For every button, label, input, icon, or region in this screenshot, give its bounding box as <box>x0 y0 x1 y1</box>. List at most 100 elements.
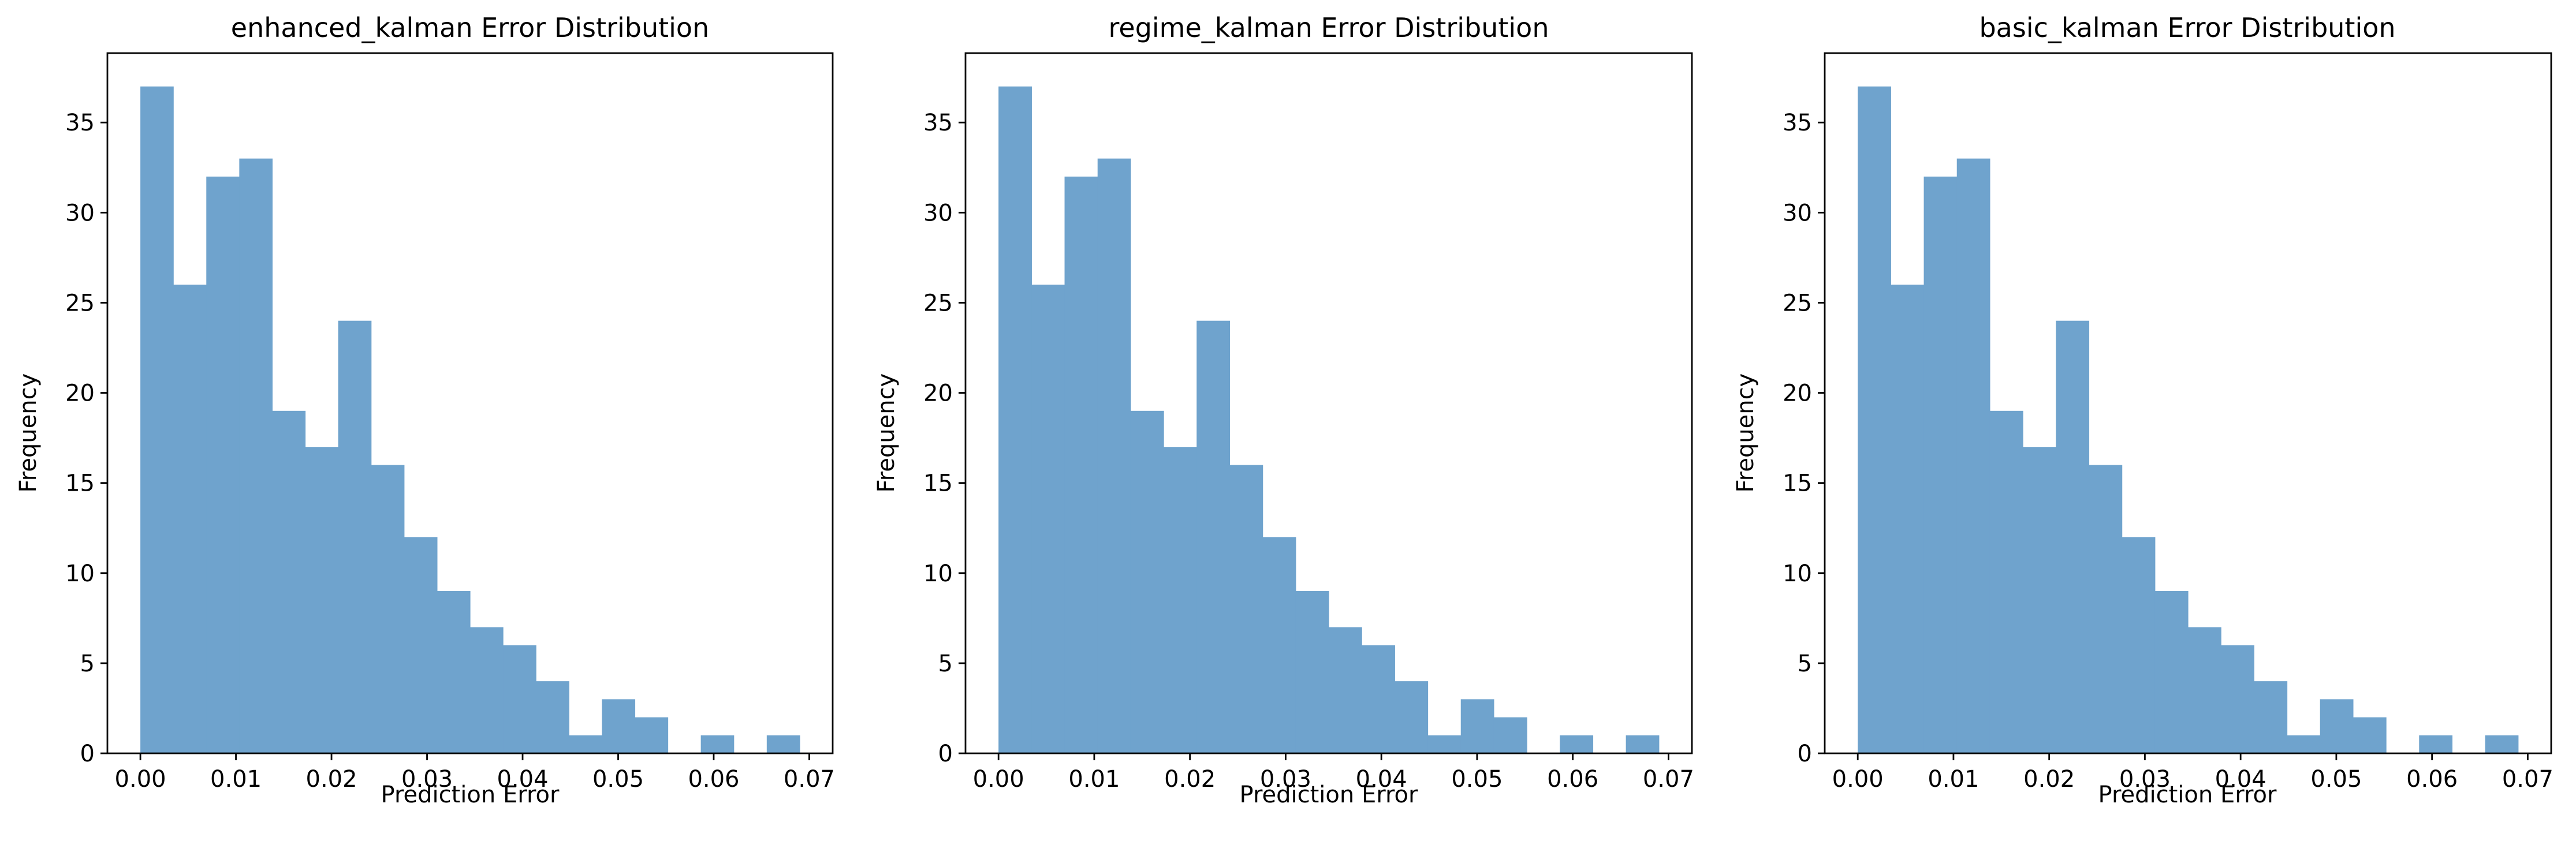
histogram-bar <box>2023 447 2056 753</box>
histogram-bar <box>1130 410 1164 753</box>
y-tick-label: 30 <box>1783 200 1812 226</box>
y-tick-label: 10 <box>923 561 953 587</box>
histogram-bar <box>766 735 800 753</box>
chart-title: basic_kalman Error Distribution <box>1979 12 2395 43</box>
histogram-bar <box>371 465 405 753</box>
chart-title: regime_kalman Error Distribution <box>1109 12 1549 43</box>
x-tick-label: 0.00 <box>973 766 1024 793</box>
x-axis-ticks: 0.00 0.01 0.02 0.03 0.04 0.05 0.06 0.07 <box>1832 753 2553 793</box>
x-tick-label: 0.06 <box>688 766 739 793</box>
y-tick-label: 30 <box>65 200 95 226</box>
histogram-bar <box>1329 627 1362 753</box>
histogram-bar <box>1858 86 1891 753</box>
x-tick-label: 0.02 <box>306 766 357 793</box>
histogram-bar <box>338 320 372 753</box>
histogram-bar <box>239 158 273 754</box>
histogram-bar <box>1923 176 1958 754</box>
histogram-bar <box>2485 735 2519 753</box>
x-tick-label: 0.01 <box>1928 766 1979 793</box>
y-tick-label: 20 <box>65 380 95 407</box>
x-tick-label: 0.06 <box>1547 766 1598 793</box>
x-axis-ticks: 0.00 0.01 0.02 0.03 0.04 0.05 0.06 0.07 <box>973 753 1694 793</box>
histogram-bar <box>2056 320 2090 753</box>
x-tick-label: 0.07 <box>784 766 835 793</box>
y-tick-label: 35 <box>1783 110 1812 136</box>
histogram-bar <box>1097 158 1131 754</box>
y-axis-label: Frequency <box>873 373 900 493</box>
histogram-bar <box>2353 717 2387 753</box>
y-tick-label: 30 <box>923 200 953 226</box>
histogram-bars <box>140 86 800 754</box>
y-tick-label: 20 <box>1783 380 1812 407</box>
y-axis-label: Frequency <box>1732 373 1759 493</box>
y-axis-label: Frequency <box>15 373 42 493</box>
y-tick-label: 20 <box>923 380 953 407</box>
x-axis-label: Prediction Error <box>1240 782 1418 808</box>
x-tick-label: 0.02 <box>1164 766 1216 793</box>
x-tick-label: 0.05 <box>1451 766 1503 793</box>
histogram-bar <box>2154 591 2189 753</box>
histogram-bar <box>272 410 306 753</box>
histogram-bar <box>1493 717 1527 753</box>
histogram-bar <box>2188 627 2221 753</box>
y-tick-label: 15 <box>1783 470 1812 497</box>
y-tick-label: 25 <box>1783 290 1812 316</box>
histogram-bar <box>1262 537 1296 753</box>
x-tick-label: 0.07 <box>1643 766 1694 793</box>
x-axis-label: Prediction Error <box>2098 782 2277 808</box>
y-tick-label: 10 <box>65 561 95 587</box>
histogram-bar <box>173 285 207 753</box>
histogram-bar <box>569 735 602 753</box>
x-tick-label: 0.04 <box>497 766 548 793</box>
histogram-bar <box>1196 320 1231 753</box>
histogram-bars <box>1858 86 2519 754</box>
histogram-bar <box>305 447 339 753</box>
histogram-bar <box>1427 735 1462 753</box>
histogram-bar <box>1560 735 1594 753</box>
histogram-bar <box>536 681 569 753</box>
histogram-bar <box>470 627 504 753</box>
x-tick-label: 0.03 <box>1260 766 1311 793</box>
histogram-bar <box>140 86 174 753</box>
histogram-bar <box>2419 735 2453 753</box>
y-axis-ticks: 0 5 10 15 20 25 30 35 <box>923 110 965 767</box>
y-tick-label: 5 <box>938 651 953 677</box>
histogram-bar <box>998 86 1032 753</box>
x-tick-label: 0.07 <box>2502 766 2553 793</box>
histogram-bar <box>2320 699 2354 753</box>
chart-panel-regime-kalman: regime_kalman Error Distribution Predict… <box>873 12 1694 808</box>
histogram-bar <box>1295 591 1329 753</box>
y-tick-label: 15 <box>923 470 953 497</box>
y-tick-label: 0 <box>80 741 95 767</box>
y-tick-label: 5 <box>80 651 95 677</box>
y-axis-ticks: 0 5 10 15 20 25 30 35 <box>1783 110 1825 767</box>
x-tick-label: 0.03 <box>2119 766 2171 793</box>
histogram-bar <box>700 735 735 753</box>
x-tick-label: 0.04 <box>1356 766 1407 793</box>
histogram-bar <box>602 699 636 753</box>
histogram-bar <box>437 591 471 753</box>
histogram-bar <box>503 645 536 753</box>
x-tick-label: 0.01 <box>1068 766 1120 793</box>
y-tick-label: 5 <box>1798 651 1812 677</box>
x-tick-label: 0.01 <box>210 766 262 793</box>
y-tick-label: 25 <box>923 290 953 316</box>
histogram-bar <box>1164 447 1197 753</box>
histogram-bar <box>1064 176 1098 754</box>
histogram-bar <box>2221 645 2254 753</box>
x-tick-label: 0.06 <box>2406 766 2458 793</box>
histogram-bar <box>2089 465 2123 753</box>
histogram-bar <box>1395 681 1429 753</box>
histogram-bar <box>2122 537 2156 753</box>
y-tick-label: 35 <box>65 110 95 136</box>
histogram-bar <box>1956 158 1990 754</box>
histogram-bar <box>404 537 438 753</box>
histogram-bar <box>206 176 240 754</box>
x-tick-label: 0.00 <box>115 766 166 793</box>
chart-panel-enhanced-kalman: enhanced_kalman Error Distribution Predi… <box>15 12 835 808</box>
y-tick-label: 0 <box>938 741 953 767</box>
y-tick-label: 35 <box>923 110 953 136</box>
x-axis-label: Prediction Error <box>381 782 560 808</box>
x-tick-label: 0.04 <box>2215 766 2266 793</box>
